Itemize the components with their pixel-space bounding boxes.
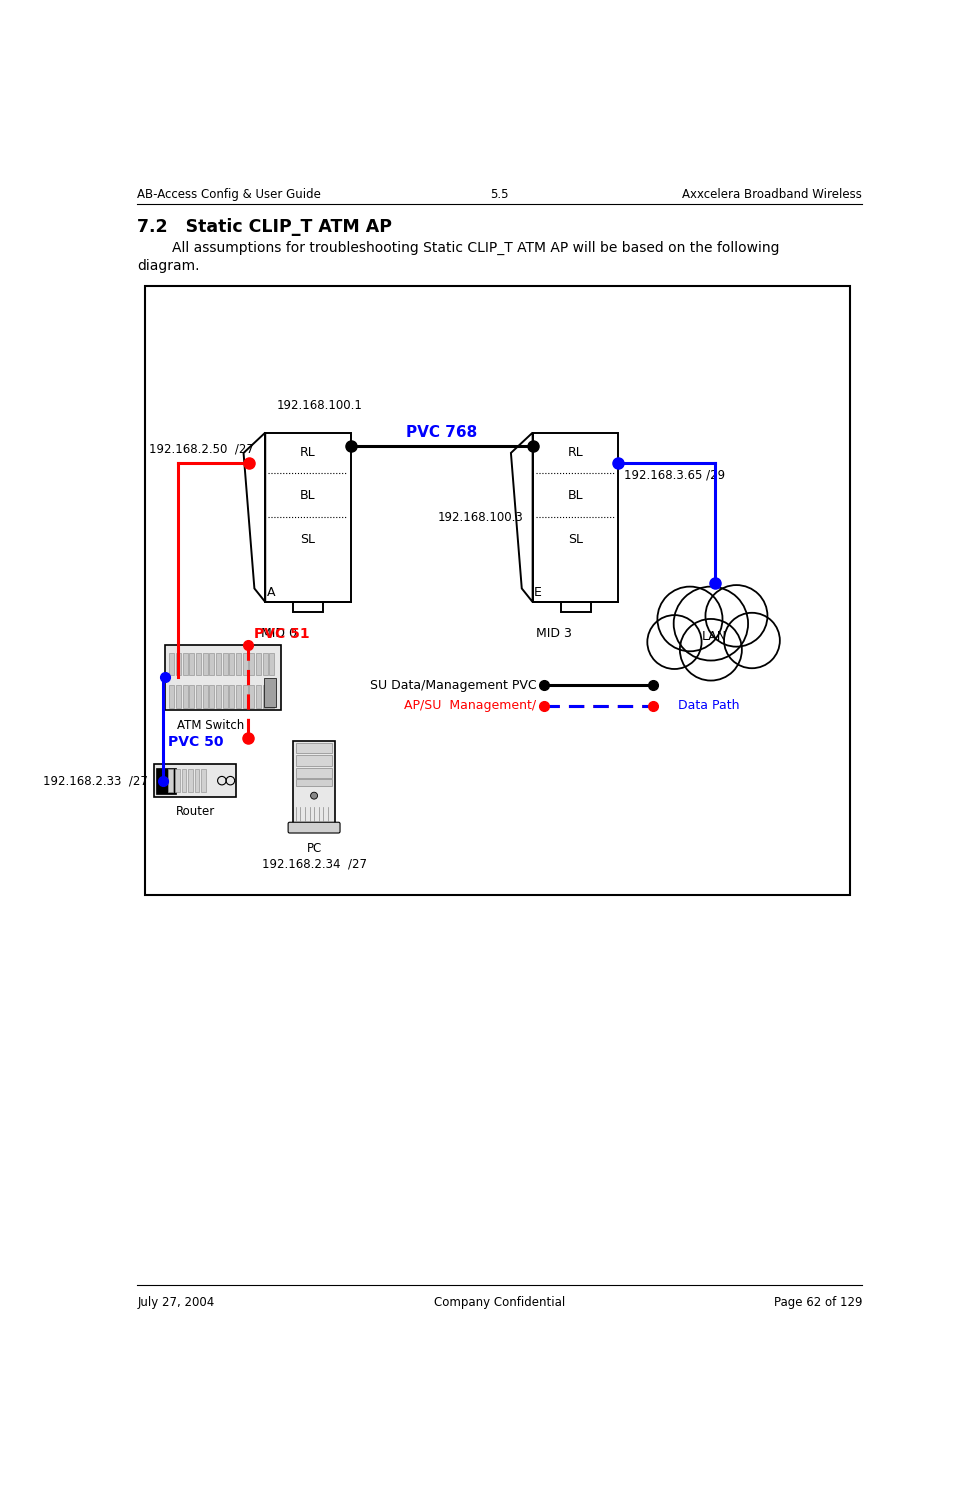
Bar	[176, 684, 180, 708]
Text: AB-Access Config & User Guide: AB-Access Config & User Guide	[137, 188, 321, 202]
Text: AP/SU  Management/: AP/SU Management/	[405, 699, 536, 713]
Bar	[256, 684, 261, 708]
Text: MID 3: MID 3	[536, 626, 572, 639]
Circle shape	[311, 792, 318, 799]
Bar	[295, 778, 332, 786]
Circle shape	[680, 619, 742, 681]
Bar	[250, 653, 254, 675]
Text: SU Data/Management PVC: SU Data/Management PVC	[370, 678, 536, 692]
Text: diagram.: diagram.	[137, 258, 200, 272]
Bar	[196, 684, 201, 708]
Bar	[169, 653, 175, 675]
Text: 192.168.2.33  /27: 192.168.2.33 /27	[43, 774, 148, 787]
Text: MID 0: MID 0	[261, 626, 297, 639]
Circle shape	[724, 613, 780, 668]
Bar	[262, 684, 268, 708]
Bar	[176, 653, 180, 675]
Bar	[210, 684, 214, 708]
Bar	[292, 741, 335, 825]
Bar	[188, 769, 193, 792]
Text: PVC 51: PVC 51	[254, 626, 310, 641]
Bar	[195, 769, 199, 792]
Text: ATM Switch: ATM Switch	[177, 719, 245, 732]
Text: All assumptions for troubleshooting Static CLIP_T ATM AP will be based on the fo: All assumptions for troubleshooting Stat…	[137, 241, 780, 255]
Bar	[154, 765, 236, 796]
Bar	[196, 653, 201, 675]
Bar	[295, 768, 332, 778]
Bar	[229, 653, 234, 675]
Text: BL: BL	[300, 489, 316, 502]
Text: 192.168.100.3: 192.168.100.3	[438, 511, 524, 524]
Text: PC: PC	[306, 843, 322, 855]
Text: 192.168.100.1: 192.168.100.1	[277, 399, 363, 412]
FancyBboxPatch shape	[289, 822, 340, 834]
Text: 192.168.2.50  /27: 192.168.2.50 /27	[149, 442, 254, 456]
Bar	[203, 653, 208, 675]
Bar	[262, 653, 268, 675]
Bar	[295, 756, 332, 765]
Text: RL: RL	[567, 447, 583, 460]
Bar	[181, 769, 186, 792]
Text: BL: BL	[567, 489, 583, 502]
Circle shape	[657, 587, 722, 651]
Bar	[250, 684, 254, 708]
Text: E: E	[534, 586, 542, 599]
Text: PVC 768: PVC 768	[406, 424, 477, 439]
Bar	[210, 653, 214, 675]
Bar	[169, 684, 175, 708]
Bar	[229, 684, 234, 708]
Text: PVC 50: PVC 50	[169, 735, 224, 748]
Bar	[269, 684, 274, 708]
Bar	[175, 769, 179, 792]
Bar	[236, 653, 241, 675]
Text: Data Path: Data Path	[678, 699, 740, 713]
Bar	[243, 684, 248, 708]
Bar	[222, 684, 227, 708]
Text: July 27, 2004: July 27, 2004	[137, 1297, 214, 1309]
Text: Company Confidential: Company Confidential	[434, 1297, 566, 1309]
Bar	[215, 653, 221, 675]
Bar	[236, 684, 241, 708]
Text: RL: RL	[300, 447, 316, 460]
Bar	[201, 769, 206, 792]
Text: Page 62 of 129: Page 62 of 129	[773, 1297, 862, 1309]
Bar	[189, 684, 194, 708]
Bar	[145, 287, 850, 895]
Bar	[222, 653, 227, 675]
Text: 192.168.2.34  /27: 192.168.2.34 /27	[261, 858, 367, 871]
Bar	[169, 769, 173, 792]
Circle shape	[674, 587, 748, 660]
Text: Router: Router	[176, 805, 214, 817]
Text: 192.168.3.65 /29: 192.168.3.65 /29	[624, 469, 725, 481]
Bar	[215, 684, 221, 708]
Bar	[182, 653, 187, 675]
Bar	[165, 645, 281, 710]
Bar	[269, 653, 274, 675]
Text: 5.5: 5.5	[490, 188, 509, 202]
Circle shape	[706, 586, 767, 647]
Bar	[189, 653, 194, 675]
Text: SL: SL	[567, 533, 583, 545]
Bar	[182, 684, 187, 708]
Circle shape	[647, 616, 702, 669]
Text: SL: SL	[300, 533, 315, 545]
Text: 7.2   Static CLIP_T ATM AP: 7.2 Static CLIP_T ATM AP	[137, 218, 392, 236]
Bar	[156, 768, 176, 793]
Text: LAN: LAN	[702, 630, 727, 642]
Text: Axxcelera Broadband Wireless: Axxcelera Broadband Wireless	[682, 188, 862, 202]
Bar	[243, 653, 248, 675]
Bar	[256, 653, 261, 675]
Bar	[263, 678, 276, 707]
Bar	[203, 684, 208, 708]
Bar	[295, 743, 332, 753]
Text: A: A	[267, 586, 275, 599]
